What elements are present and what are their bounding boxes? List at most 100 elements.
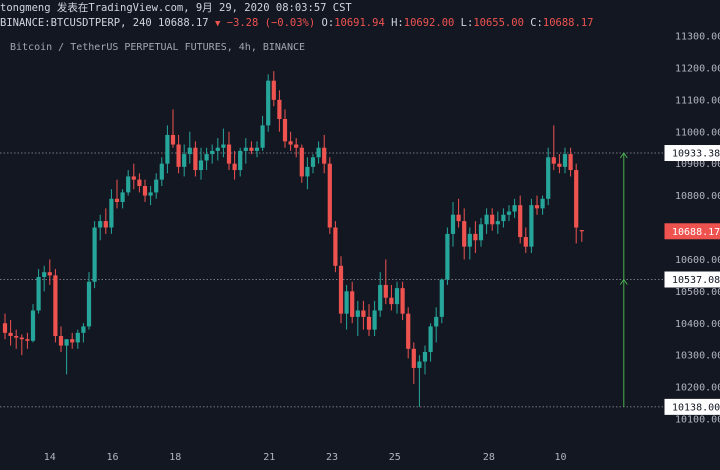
candle-body — [310, 157, 316, 167]
candle-body — [361, 310, 366, 317]
candle-body — [260, 125, 265, 148]
publish-info: tongmeng 发表在TradingView.com, 9月 29, 2020… — [0, 2, 352, 14]
x-tick-label: 28 — [483, 452, 495, 463]
candle-body — [238, 150, 243, 171]
candle-body — [288, 141, 293, 145]
candle-body — [333, 227, 338, 266]
candle-body — [154, 179, 159, 193]
candle-body — [2, 323, 8, 333]
candle-body — [120, 192, 125, 202]
x-tick-label: 18 — [169, 452, 181, 463]
candle-body — [148, 192, 153, 196]
candle-body — [277, 99, 282, 119]
y-tick-label: 10600.00 — [675, 255, 720, 266]
arrow-up-icon — [619, 152, 628, 159]
candle-body — [417, 361, 422, 368]
candle-body — [36, 276, 41, 311]
candle-body — [428, 326, 433, 352]
candle-body — [546, 157, 551, 199]
candle-body — [344, 291, 349, 314]
low-value: 10655.00 — [473, 17, 524, 29]
candle-body — [378, 284, 383, 311]
candle-body — [226, 144, 232, 164]
candle-body — [490, 214, 495, 225]
price-change: −3.28 (−0.03%) — [226, 17, 316, 29]
candle-body — [579, 230, 584, 232]
candle-body — [19, 337, 24, 340]
high-value: 10692.00 — [403, 17, 455, 29]
high-label: H: — [391, 17, 404, 29]
x-tick-label: 10 — [554, 452, 566, 463]
last-price-label: 10688.17 — [672, 227, 720, 238]
open-label: O: — [321, 17, 335, 29]
candle-body — [204, 154, 209, 161]
candle-body — [372, 310, 377, 330]
candle-body — [114, 198, 120, 202]
candle-body — [58, 336, 64, 346]
candle-body — [232, 163, 237, 171]
candle-body — [98, 221, 103, 228]
symbol-label[interactable]: BINANCE:BTCUSDTPERP, 240 — [0, 17, 152, 29]
candle-body — [182, 154, 187, 167]
candle-body — [338, 265, 344, 314]
y-tick-label: 10300.00 — [675, 351, 720, 362]
x-tick-label: 23 — [326, 452, 338, 463]
y-tick-label: 10100.00 — [675, 415, 720, 426]
close-label: C: — [530, 17, 543, 29]
arrow-up-icon — [619, 278, 628, 285]
candle-body — [478, 224, 484, 241]
close-value: 10688.17 — [542, 17, 594, 29]
candle-body — [355, 310, 360, 317]
candle-body — [534, 205, 540, 209]
y-tick-label: 10900.00 — [675, 159, 720, 170]
candle-body — [518, 205, 523, 238]
candle-body — [30, 310, 36, 341]
candle-body — [187, 147, 192, 155]
down-triangle-icon: ▼ — [214, 19, 221, 29]
candle-body — [109, 198, 114, 228]
candle-body — [142, 186, 148, 196]
line-price-label: 10138.00 — [672, 402, 720, 413]
candle-body — [551, 157, 556, 164]
line-price-label-box — [664, 398, 720, 415]
candle-body — [473, 233, 478, 241]
candle-body — [574, 170, 579, 228]
candle-body — [221, 144, 226, 148]
candle-body — [137, 179, 142, 187]
candle-body — [305, 166, 310, 177]
candle-body — [327, 163, 332, 228]
candle-body — [210, 150, 215, 155]
candle-body — [434, 316, 439, 327]
candle-body — [400, 288, 405, 314]
candle-body — [266, 80, 271, 126]
y-tick-label: 10200.00 — [675, 383, 720, 394]
y-tick-label: 10500.00 — [675, 287, 720, 298]
candle-body — [512, 205, 517, 212]
y-tick-label: 10800.00 — [675, 191, 720, 202]
candle-body — [568, 154, 573, 171]
candle-body — [316, 147, 321, 158]
y-tick-label: 11100.00 — [675, 95, 720, 106]
candle-body — [394, 288, 400, 305]
y-tick-label: 10400.00 — [675, 319, 720, 330]
x-tick-label: 14 — [44, 452, 56, 463]
candle-body — [350, 291, 355, 317]
candle-body — [53, 275, 58, 337]
candle-body — [282, 118, 288, 142]
candle-body — [42, 272, 47, 277]
candle-body — [131, 176, 136, 180]
candle-body — [103, 221, 108, 228]
candle-body — [198, 160, 204, 171]
candle-body — [70, 339, 75, 343]
candle-body — [176, 144, 181, 167]
candle-body — [86, 281, 92, 327]
candle-body — [484, 214, 489, 225]
candle-body — [529, 205, 534, 247]
candle-body — [540, 198, 545, 209]
candle-body — [462, 221, 467, 247]
candle-body — [406, 313, 411, 349]
candle-body — [299, 147, 304, 177]
candle-body — [411, 348, 416, 368]
candle-body — [456, 214, 461, 222]
